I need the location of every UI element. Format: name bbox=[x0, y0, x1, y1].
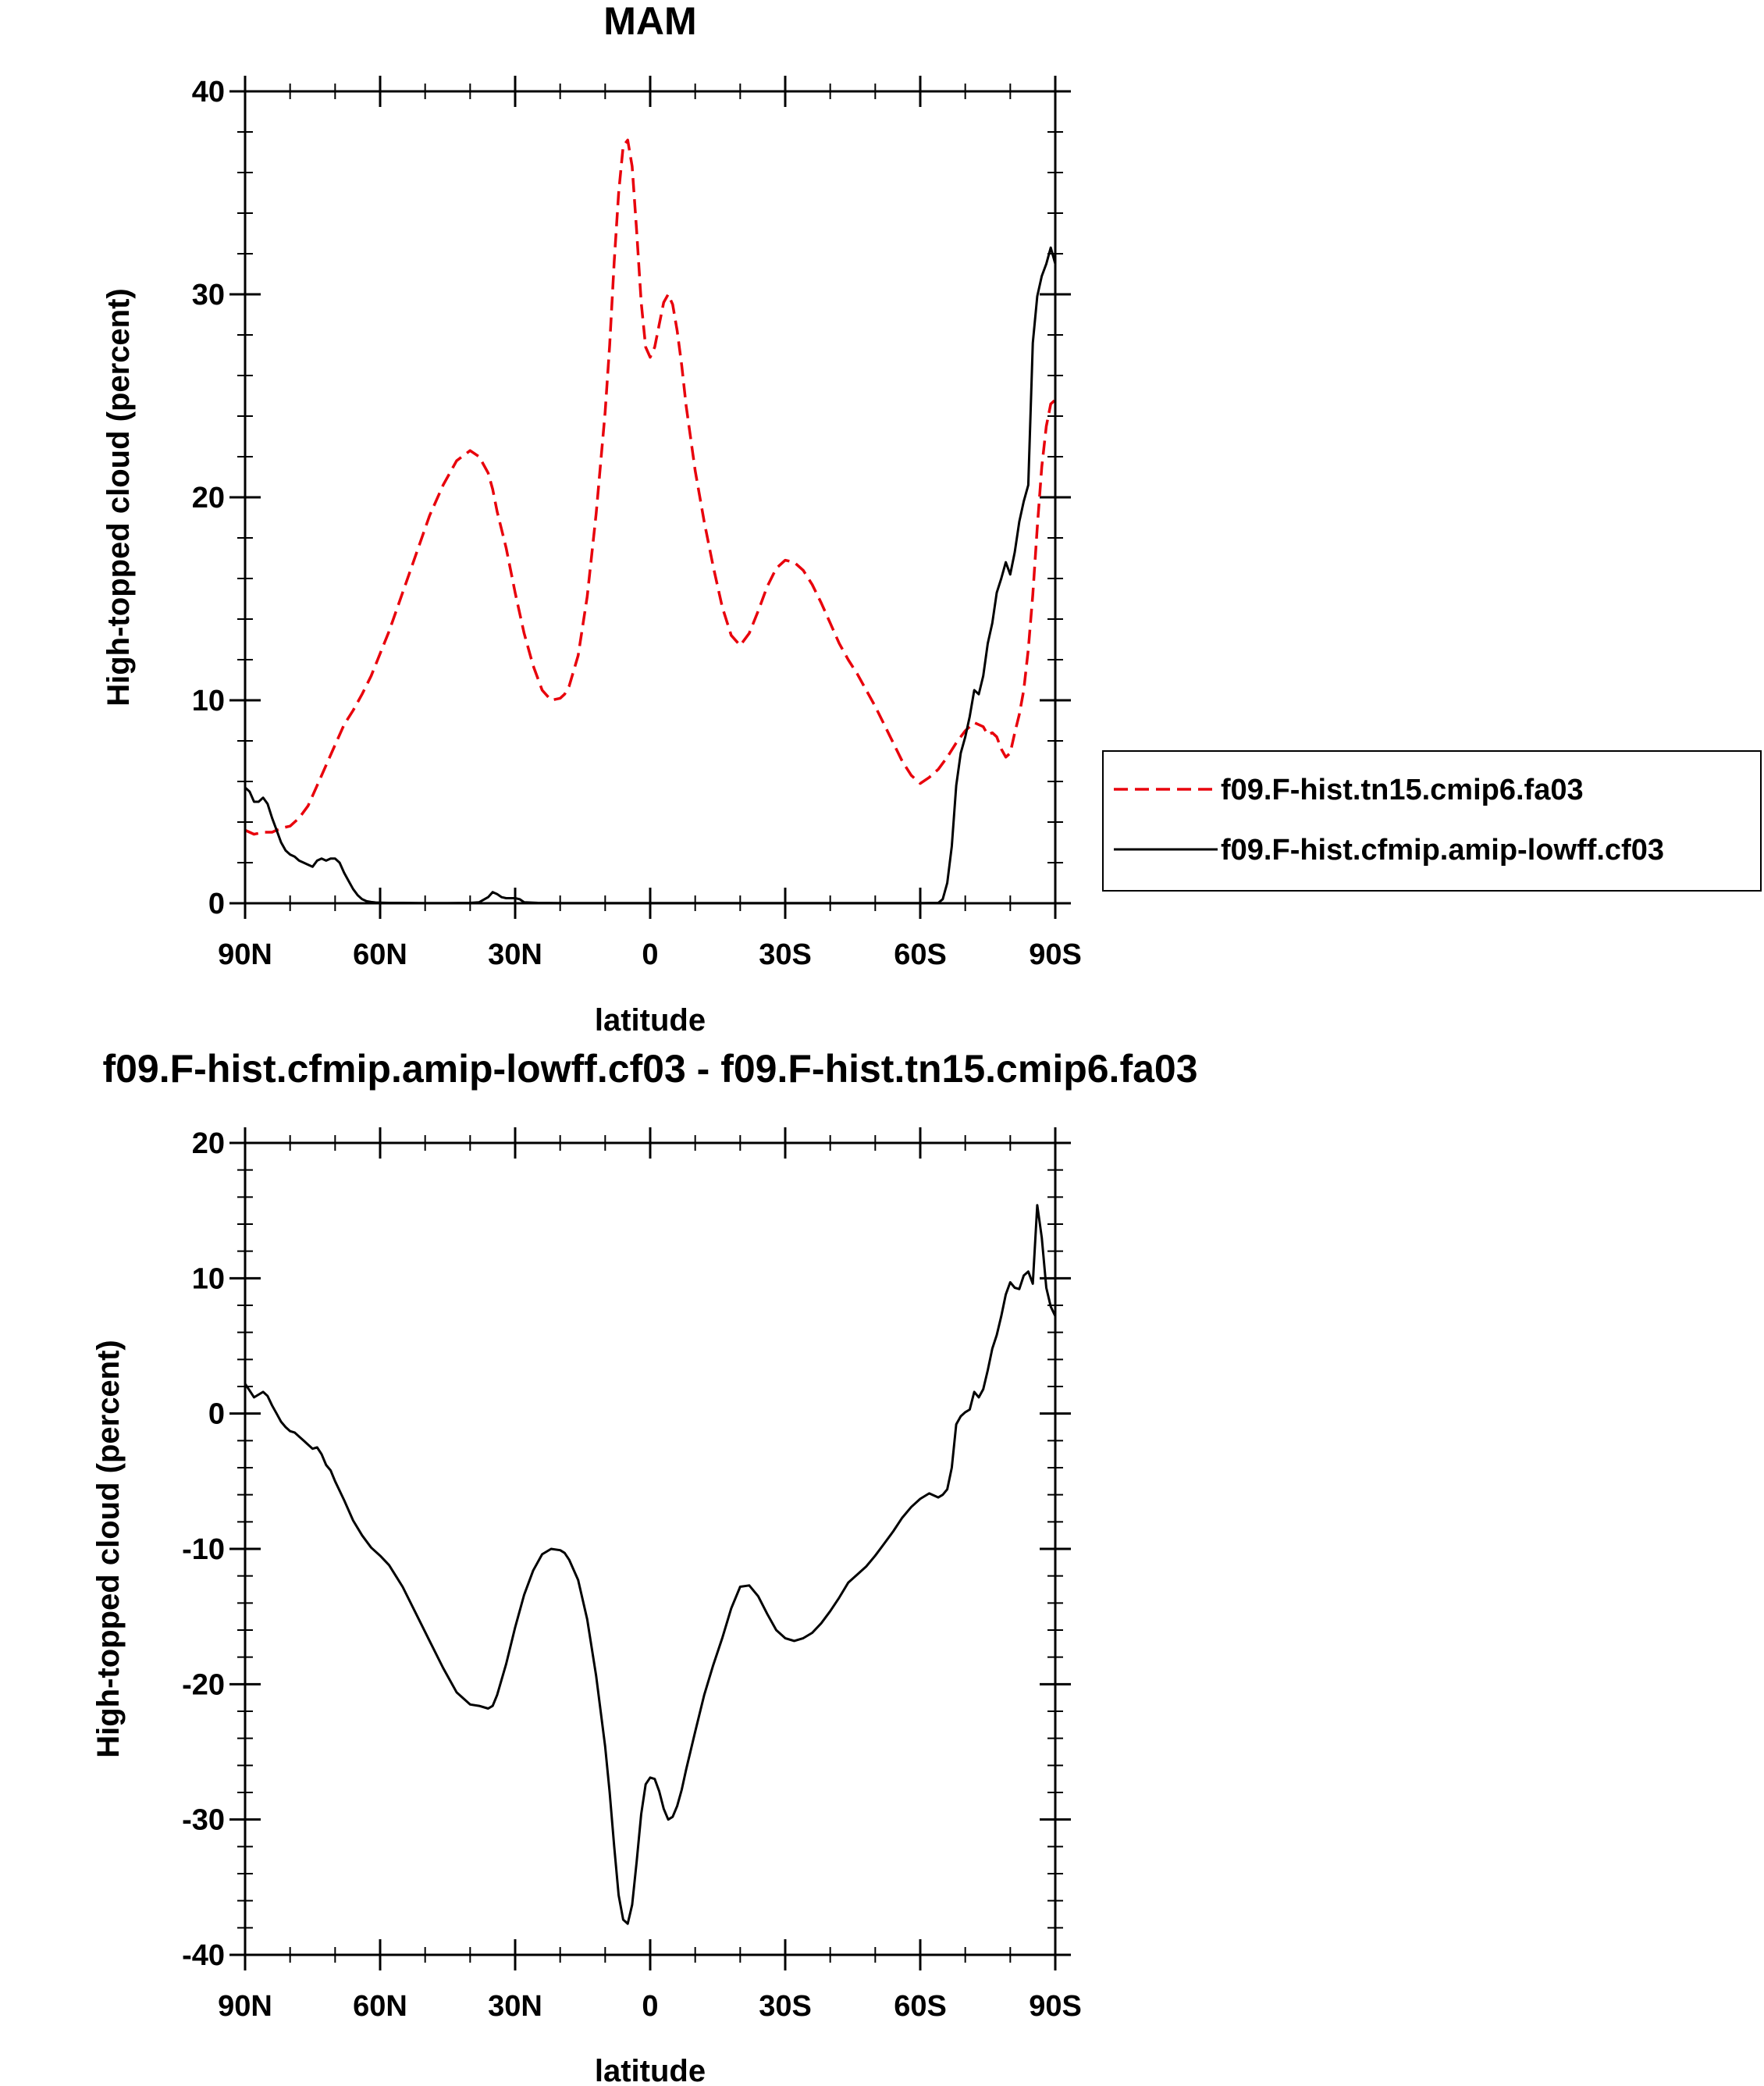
y-tick-label: -10 bbox=[182, 1533, 225, 1566]
x-tick-label: 60N bbox=[353, 938, 407, 971]
y-tick-label: -30 bbox=[182, 1804, 225, 1837]
legend-label: f09.F-hist.cfmip.amip-lowff.cf03 bbox=[1221, 834, 1664, 867]
series-group bbox=[244, 1204, 1057, 1925]
x-axis-label: latitude bbox=[595, 1003, 706, 1038]
x-tick-label: 90S bbox=[1029, 1990, 1082, 2023]
y-tick-label: 0 bbox=[208, 888, 225, 920]
chart-title: f09.F-hist.cfmip.amip-lowff.cf03 - f09.F… bbox=[102, 1047, 1197, 1091]
y-tick-label: 30 bbox=[192, 279, 225, 311]
x-tick-label: 60S bbox=[894, 938, 947, 971]
x-tick-label: 60S bbox=[894, 1990, 947, 2023]
x-tick-labels: 90N 60N 30N 0 30S 60S 90S bbox=[218, 938, 1082, 971]
y-tick-labels: 0 10 20 30 40 bbox=[192, 76, 225, 920]
series-group bbox=[244, 138, 1057, 905]
x-tick-label: 90N bbox=[218, 1990, 272, 2023]
x-tick-label: 30S bbox=[759, 938, 812, 971]
major-ticks bbox=[229, 1127, 1071, 1970]
series-line bbox=[244, 1204, 1057, 1925]
plot-frame bbox=[244, 1141, 1057, 1956]
x-tick-label: 0 bbox=[642, 938, 658, 971]
legend-box bbox=[1102, 750, 1762, 892]
minor-ticks bbox=[237, 84, 1063, 911]
x-tick-label: 30S bbox=[759, 1990, 812, 2023]
x-axis-label: latitude bbox=[595, 2054, 706, 2086]
y-tick-label: 0 bbox=[208, 1398, 225, 1431]
y-axis-label: High-topped cloud (percent) bbox=[91, 1340, 126, 1758]
plot-frame bbox=[244, 90, 1057, 905]
legend: f09.F-hist.tn15.cmip6.fa03 f09.F-hist.cf… bbox=[1102, 750, 1762, 892]
x-tick-label: 90S bbox=[1029, 938, 1082, 971]
x-tick-label: 90N bbox=[218, 938, 272, 971]
y-tick-labels: -40 -30 -20 -10 0 10 20 bbox=[182, 1127, 225, 1972]
series-line bbox=[244, 246, 1057, 905]
x-tick-label: 0 bbox=[642, 1990, 658, 2023]
y-tick-label: 10 bbox=[192, 685, 225, 717]
y-tick-label: 20 bbox=[192, 1127, 225, 1160]
y-tick-label: 10 bbox=[192, 1262, 225, 1295]
x-tick-label: 60N bbox=[353, 1990, 407, 2023]
x-tick-label: 30N bbox=[488, 1990, 542, 2023]
x-tick-label: 30N bbox=[488, 938, 542, 971]
legend-label: f09.F-hist.tn15.cmip6.fa03 bbox=[1221, 774, 1584, 806]
chart-title: MAM bbox=[603, 0, 696, 43]
panel-top: MAM 0 10 20 30 40 90N 60N 30N 0 30S 60S 90S latitu… bbox=[101, 0, 1762, 1038]
panel-bottom: f09.F-hist.cfmip.amip-lowff.cf03 - f09.F… bbox=[91, 1047, 1198, 2086]
y-tick-label: 40 bbox=[192, 76, 225, 109]
y-axis-label: High-topped cloud (percent) bbox=[101, 288, 136, 707]
major-ticks bbox=[229, 76, 1071, 919]
y-tick-label: -20 bbox=[182, 1668, 225, 1701]
minor-ticks bbox=[237, 1135, 1063, 1963]
x-tick-labels: 90N 60N 30N 0 30S 60S 90S bbox=[218, 1990, 1082, 2023]
y-tick-label: -40 bbox=[182, 1939, 225, 1972]
series-line-dashed bbox=[244, 138, 1057, 836]
y-tick-label: 20 bbox=[192, 482, 225, 514]
